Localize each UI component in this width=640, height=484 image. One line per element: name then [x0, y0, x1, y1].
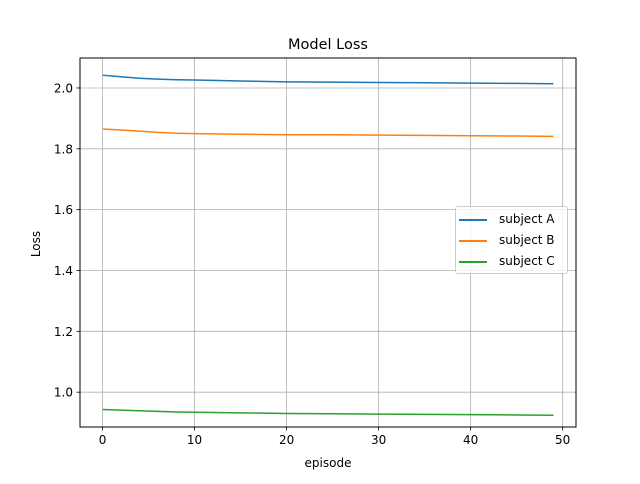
legend-entry-subject-a: subject A — [456, 210, 566, 230]
y-tick-label: 1.6 — [54, 203, 73, 217]
legend-label-subject-c: subject C — [499, 254, 555, 268]
x-tick-label: 50 — [555, 433, 570, 447]
legend-swatch-subject-b — [459, 240, 487, 242]
x-tick-label: 10 — [187, 433, 202, 447]
y-tick-label: 2.0 — [54, 81, 73, 95]
y-tick-label: 1.2 — [54, 325, 73, 339]
legend-entry-subject-c: subject C — [456, 252, 566, 272]
series-line-subject-c — [102, 408, 554, 417]
x-axis-label: episode — [305, 456, 352, 470]
x-tick-label: 30 — [371, 433, 386, 447]
legend-label-subject-b: subject B — [499, 233, 555, 247]
plot-frame — [79, 57, 577, 428]
x-tick-label: 0 — [99, 433, 107, 447]
legend-entry-subject-b: subject B — [456, 231, 566, 251]
y-tick-label: 1.0 — [54, 386, 73, 400]
series-line-subject-a — [102, 74, 554, 85]
series-line-subject-b — [102, 128, 554, 138]
series-layer — [102, 74, 554, 417]
y-tick-label: 1.4 — [54, 264, 73, 278]
legend-swatch-subject-c — [459, 261, 487, 263]
y-axis-label: Loss — [29, 231, 43, 257]
legend-label-subject-a: subject A — [499, 212, 555, 226]
legend: subject A subject B subject C — [455, 206, 568, 274]
tick-layer: 0 10 20 30 40 50 1.0 1.2 1.4 1.6 1.8 2.0 — [54, 81, 570, 447]
legend-swatch-subject-a — [459, 219, 487, 221]
y-tick-label: 1.8 — [54, 142, 73, 156]
x-tick-label: 20 — [279, 433, 294, 447]
x-tick-label: 40 — [463, 433, 478, 447]
chart-title: Model Loss — [288, 37, 368, 53]
